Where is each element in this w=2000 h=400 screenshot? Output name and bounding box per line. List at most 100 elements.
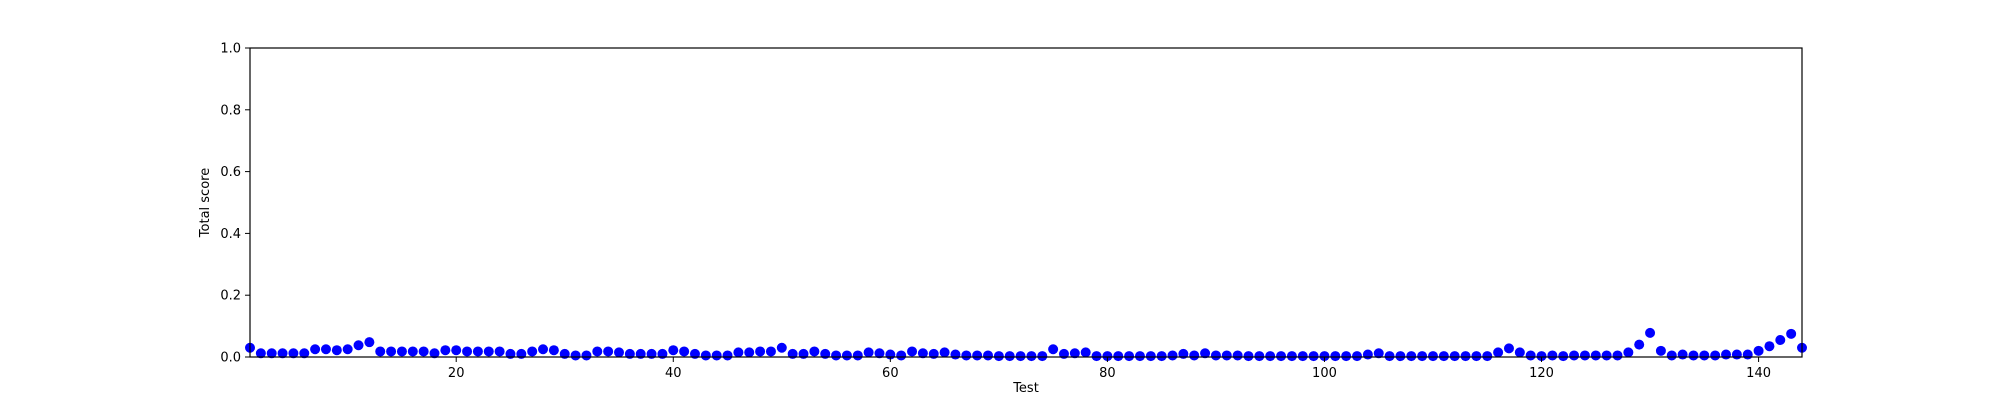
data-point	[353, 340, 364, 351]
data-point	[1634, 339, 1645, 350]
data-point	[603, 346, 614, 357]
data-point	[440, 345, 451, 356]
x-tick-label: 120	[1529, 366, 1554, 381]
data-point	[483, 346, 494, 357]
data-point	[1558, 351, 1569, 362]
data-point	[1764, 341, 1775, 352]
data-point	[1786, 328, 1797, 339]
data-point	[1026, 351, 1037, 362]
data-point	[1156, 351, 1167, 362]
data-point	[1731, 349, 1742, 360]
data-point	[407, 346, 418, 357]
y-axis-label: Total score	[198, 168, 213, 238]
data-point	[700, 350, 711, 361]
data-point	[1015, 351, 1026, 362]
x-axis-ticks: 20 40 60 80 100 120 140	[448, 357, 1771, 381]
data-point	[907, 346, 918, 357]
data-point	[755, 346, 766, 357]
data-point	[1753, 345, 1764, 356]
data-point	[711, 350, 722, 361]
data-point	[1482, 351, 1493, 362]
data-point	[1297, 351, 1308, 362]
data-point	[1590, 350, 1601, 361]
data-point	[1710, 350, 1721, 361]
data-point	[1503, 343, 1514, 354]
data-point	[1113, 351, 1124, 362]
data-point	[472, 346, 483, 357]
data-point	[1145, 351, 1156, 362]
data-point	[288, 348, 299, 359]
data-point	[1352, 351, 1363, 362]
data-point	[1612, 350, 1623, 361]
data-point	[451, 345, 462, 356]
data-point	[1742, 349, 1753, 360]
data-point	[1102, 351, 1113, 362]
data-point	[1134, 351, 1145, 362]
data-point	[1330, 351, 1341, 362]
data-point	[1427, 351, 1438, 362]
data-point	[1775, 335, 1786, 345]
y-axis-ticks: 0.0 0.2 0.4 0.6 0.8 1.0	[220, 42, 250, 366]
x-axis-label: Test	[1012, 381, 1039, 396]
data-point	[342, 344, 353, 355]
data-point	[310, 344, 321, 355]
data-point	[1189, 350, 1200, 361]
data-point	[950, 349, 961, 360]
data-point	[1004, 351, 1015, 362]
data-point	[1308, 351, 1319, 362]
data-point	[386, 346, 397, 357]
data-point	[1677, 349, 1688, 360]
data-point	[429, 348, 440, 359]
data-point	[917, 348, 928, 359]
data-point	[1525, 350, 1536, 361]
data-point	[1569, 350, 1580, 361]
data-point	[1601, 350, 1612, 361]
data-point	[863, 347, 874, 358]
data-point	[1579, 350, 1590, 361]
data-point	[1373, 348, 1384, 359]
y-tick-label: 0.4	[220, 227, 241, 242]
data-point	[1210, 350, 1221, 361]
data-point	[320, 344, 331, 355]
data-point	[1048, 344, 1059, 355]
data-point	[679, 346, 690, 357]
data-point	[733, 347, 744, 358]
y-tick-label: 0.6	[220, 165, 241, 180]
data-point	[1254, 351, 1265, 362]
x-tick-label: 140	[1746, 366, 1771, 381]
data-point	[1395, 351, 1406, 362]
data-point	[1721, 349, 1732, 360]
data-point	[1286, 351, 1297, 362]
data-point	[375, 346, 386, 357]
data-point	[1536, 351, 1547, 362]
data-point	[1471, 351, 1482, 362]
data-point	[961, 350, 972, 361]
data-point	[1200, 348, 1211, 359]
data-point	[364, 337, 375, 348]
data-point	[874, 348, 885, 359]
data-point	[1417, 351, 1428, 362]
data-point	[1438, 351, 1449, 362]
data-point	[972, 350, 983, 361]
data-point	[1623, 347, 1634, 358]
data-point	[592, 346, 603, 357]
data-point	[299, 348, 310, 359]
data-point	[548, 345, 559, 356]
y-tick-label: 0.0	[220, 351, 241, 366]
data-point	[1688, 350, 1699, 361]
y-tick-label: 1.0	[220, 42, 241, 57]
data-point	[1493, 347, 1504, 358]
data-point	[527, 346, 538, 357]
data-point	[896, 350, 907, 361]
data-point	[809, 346, 820, 357]
data-point	[462, 346, 473, 357]
data-point	[1276, 351, 1287, 362]
data-point	[841, 350, 852, 361]
data-point	[1406, 351, 1417, 362]
data-point	[266, 348, 277, 359]
data-point	[1514, 347, 1525, 358]
data-point	[1362, 349, 1373, 360]
data-point	[614, 347, 625, 358]
data-point	[744, 347, 755, 358]
data-point	[396, 346, 407, 357]
